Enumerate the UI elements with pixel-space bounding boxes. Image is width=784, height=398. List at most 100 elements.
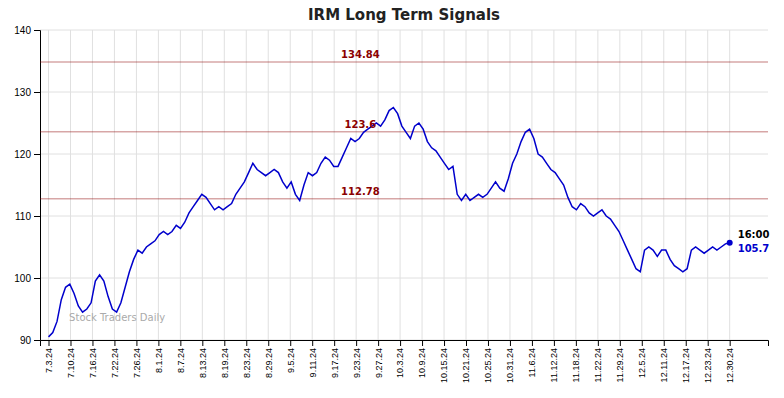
grid-line-x	[202, 30, 203, 340]
x-tick-mark	[532, 340, 533, 346]
y-tick: 110	[15, 211, 40, 222]
x-tick: 9.17.24	[330, 340, 340, 378]
grid-line-x	[466, 30, 467, 340]
x-tick: 9.23.24	[352, 340, 362, 378]
x-tick-mark	[400, 340, 401, 346]
grid-line-x	[487, 30, 488, 340]
x-tick-label: 8.13.24	[198, 348, 208, 378]
grid-line-x	[685, 30, 686, 340]
x-tick-mark	[510, 340, 511, 346]
grid-line-x	[729, 30, 730, 340]
grid-line-x	[334, 30, 335, 340]
x-tick-label: 9.27.24	[373, 348, 383, 378]
x-tick-mark	[136, 340, 137, 346]
grid-line-x	[70, 30, 71, 340]
grid-line-x	[158, 30, 159, 340]
x-tick-label: 8.29.24	[264, 348, 274, 378]
grid-line-y	[40, 278, 768, 279]
signal-line	[40, 61, 768, 63]
grid	[40, 30, 768, 340]
chart: 901001101201301407.3.247.10.247.16.247.2…	[0, 0, 784, 398]
y-tick-label: 130	[14, 87, 31, 98]
x-tick: 12.5.24	[637, 340, 647, 378]
grid-line-x	[400, 30, 401, 340]
x-tick-mark	[224, 340, 225, 346]
x-tick-mark	[180, 340, 181, 346]
y-tick-label: 110	[15, 211, 31, 222]
x-tick-label: 12.17.24	[681, 348, 691, 383]
grid-line-x	[268, 30, 269, 340]
x-tick-mark	[378, 340, 379, 346]
grid-line-y	[40, 154, 768, 155]
x-axis-line	[41, 341, 769, 347]
x-tick: 11.12.24	[549, 340, 559, 382]
x-tick: 7.16.24	[88, 340, 98, 378]
x-tick-label: 9.23.24	[352, 348, 362, 378]
x-tick-mark	[444, 340, 445, 346]
x-tick-label: 8.1.24	[154, 348, 164, 373]
x-tick-mark	[686, 340, 687, 346]
x-tick: 10.21.24	[461, 340, 471, 383]
y-tick-mark	[34, 30, 40, 31]
x-tick: 12.17.24	[681, 340, 691, 383]
grid-line-x	[707, 30, 708, 340]
x-tick-mark	[268, 340, 269, 346]
x-tick: 9.5.24	[286, 340, 296, 373]
x-tick: 11.22.24	[593, 340, 603, 382]
y-axis: 90100110120130140	[14, 25, 40, 346]
x-tick-label: 7.3.24	[44, 348, 54, 373]
x-tick-label: 10.25.24	[483, 348, 493, 383]
x-tick-mark	[664, 340, 665, 346]
last-value-label: 105.7	[738, 243, 770, 254]
x-tick: 8.13.24	[198, 340, 208, 378]
x-tick-mark	[466, 340, 467, 346]
y-tick-label: 140	[14, 25, 31, 36]
x-tick: 8.29.24	[264, 340, 274, 378]
y-tick: 140	[14, 25, 40, 36]
grid-line-y	[40, 30, 768, 31]
x-tick-label: 12.11.24	[659, 348, 669, 382]
x-tick-mark	[708, 340, 709, 346]
x-tick: 8.19.24	[220, 340, 230, 378]
x-tick: 7.22.24	[110, 340, 120, 378]
y-tick-mark	[34, 216, 40, 217]
x-tick-label: 7.22.24	[110, 348, 120, 378]
signal-label: 112.78	[341, 186, 380, 197]
x-tick-label: 12.23.24	[703, 348, 713, 383]
x-tick-label: 8.19.24	[220, 348, 230, 378]
x-tick: 9.27.24	[373, 340, 383, 378]
y-axis-line	[34, 31, 41, 341]
x-tick: 8.7.24	[176, 340, 186, 373]
x-tick-mark	[92, 340, 93, 346]
grid-line-x	[224, 30, 225, 340]
grid-line-x	[663, 30, 664, 340]
watermark: Stock Traders Daily	[69, 312, 165, 323]
signal-line	[40, 198, 768, 200]
x-tick-label: 10.3.24	[395, 348, 405, 378]
x-tick: 10.25.24	[483, 340, 493, 383]
x-tick: 7.10.24	[66, 340, 76, 378]
grid-line-x	[48, 30, 49, 340]
x-tick-label: 9.17.24	[330, 348, 340, 378]
x-tick-label: 8.23.24	[242, 348, 252, 378]
x-tick-label: 10.15.24	[439, 348, 449, 383]
x-tick-label: 7.26.24	[132, 348, 142, 378]
grid-line-x	[422, 30, 423, 340]
x-tick-label: 9.11.24	[308, 348, 318, 377]
x-tick: 7.3.24	[44, 340, 54, 373]
y-tick-label: 100	[14, 273, 31, 284]
x-tick-mark	[246, 340, 247, 346]
grid-line-x	[531, 30, 532, 340]
grid-line-y	[40, 92, 768, 93]
grid-line-x	[444, 30, 445, 340]
x-tick-label: 11.6.24	[527, 348, 537, 377]
marks	[40, 62, 768, 337]
x-tick: 8.23.24	[242, 340, 252, 378]
x-tick-mark	[114, 340, 115, 346]
x-tick: 7.26.24	[132, 340, 142, 378]
x-tick-label: 12.30.24	[725, 348, 735, 383]
x-tick-mark	[488, 340, 489, 346]
x-tick: 12.11.24	[659, 340, 669, 382]
x-tick-mark	[598, 340, 599, 346]
grid-line-y	[40, 216, 768, 217]
